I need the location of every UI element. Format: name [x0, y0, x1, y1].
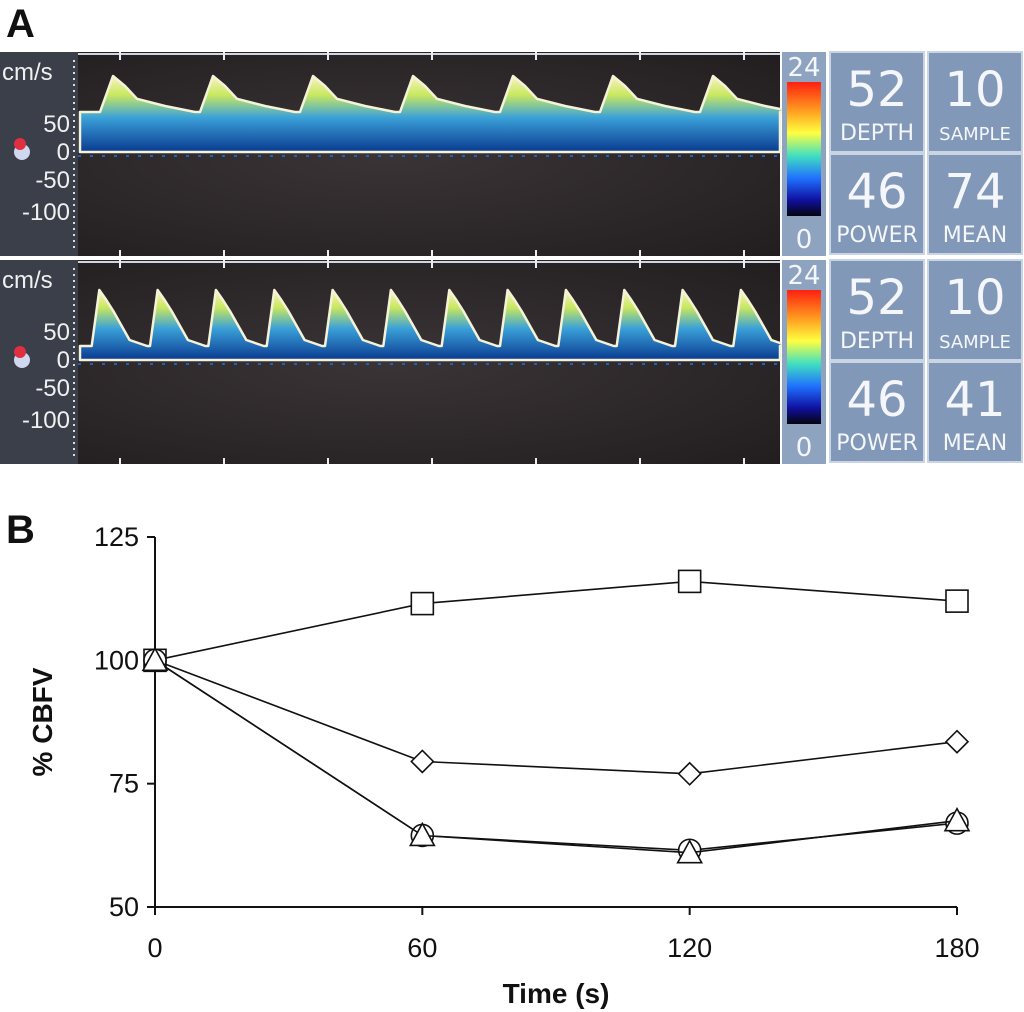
x-tick-label: 180 — [934, 933, 979, 963]
triangle-marker — [676, 839, 704, 864]
colorbar — [787, 82, 821, 216]
velocity-unit-label: cm/s — [2, 267, 53, 294]
colorbar-min-label: 0 — [796, 225, 813, 255]
readout-box-power — [829, 361, 925, 463]
colorbar-max-label: 24 — [787, 261, 820, 291]
square-marker — [410, 591, 435, 616]
series-diamond — [142, 648, 970, 786]
readout-label: SAMPLE — [939, 332, 1011, 353]
series-line-diamond — [154, 659, 958, 775]
readout-value: 10 — [944, 62, 1005, 118]
velocity-scale-label: -50 — [35, 375, 70, 402]
velocity-scale-label: 50 — [43, 111, 70, 138]
series-triangle — [141, 646, 971, 864]
series-line-circle — [154, 659, 958, 852]
colorbar — [787, 290, 821, 424]
readout-value: 52 — [846, 270, 907, 326]
probe-indicator-icon — [14, 138, 26, 150]
colorbar-min-label: 0 — [796, 433, 813, 463]
y-tick-label: 50 — [109, 892, 139, 922]
readout-value: 52 — [846, 62, 907, 118]
series-line-triangle — [154, 659, 958, 854]
x-tick-label: 0 — [147, 933, 162, 963]
y-tick-label: 125 — [94, 522, 139, 552]
velocity-scale-label: 0 — [57, 347, 70, 374]
velocity-scale-label: -100 — [22, 199, 70, 226]
square-marker — [677, 569, 702, 594]
readout-value: 74 — [944, 164, 1005, 220]
readout-box-mean — [927, 361, 1023, 463]
x-tick-label: 60 — [407, 933, 437, 963]
doppler-spectrum — [78, 74, 797, 154]
readout-box-power — [829, 153, 925, 255]
readout-label: DEPTH — [840, 329, 914, 354]
colorbar-max-label: 24 — [787, 53, 820, 83]
probe-indicator-icon — [14, 346, 26, 358]
readout-label: POWER — [836, 223, 918, 248]
square-marker — [945, 589, 969, 613]
doppler-trace-bottom: cm/s500-50-10024052DEPTH10SAMPLE46POWER4… — [0, 259, 1023, 464]
readout-label: POWER — [836, 431, 918, 456]
y-tick-label: 100 — [94, 645, 139, 675]
x-tick-label: 120 — [667, 933, 712, 963]
diamond-marker — [944, 729, 970, 754]
cbfv-line-chart: 50 75 100 125 0 60 120 180 % CBFV Time (s) — [27, 522, 980, 1009]
diamond-marker — [410, 749, 435, 774]
triangle-marker — [943, 806, 971, 832]
readout-value: 46 — [846, 164, 907, 220]
chart-series — [141, 569, 971, 864]
readout-box-depth — [829, 259, 925, 361]
readout-box-depth — [829, 51, 925, 153]
velocity-scale-label: 50 — [43, 319, 70, 346]
readout-label: DEPTH — [840, 121, 914, 146]
readout-box-sample — [927, 259, 1023, 361]
velocity-unit-label: cm/s — [2, 59, 53, 86]
chart-axes: 50 75 100 125 0 60 120 180 — [94, 522, 980, 963]
velocity-scale-label: -50 — [35, 167, 70, 194]
triangle-marker — [408, 821, 436, 847]
velocity-scale-label: -100 — [22, 407, 70, 434]
readout-value: 46 — [846, 372, 907, 428]
readout-value: 10 — [944, 270, 1005, 326]
doppler-spectrum — [78, 288, 791, 362]
series-line-square — [154, 580, 958, 662]
readout-value: 41 — [944, 372, 1005, 428]
triangle-marker — [141, 646, 169, 672]
scale-strip — [0, 52, 78, 256]
readout-box-mean — [927, 153, 1023, 255]
scale-strip — [0, 260, 78, 464]
readout-label: MEAN — [943, 223, 1007, 248]
readout-box-sample — [927, 51, 1023, 153]
diamond-marker — [677, 761, 702, 786]
readout-label: SAMPLE — [939, 124, 1011, 145]
doppler-screens: cm/s500-50-10024052DEPTH10SAMPLE46POWER7… — [0, 51, 1023, 464]
x-axis-title: Time (s) — [503, 978, 610, 1009]
panel-b-letter: B — [6, 508, 35, 552]
y-tick-label: 75 — [109, 769, 139, 799]
readout-label: MEAN — [943, 431, 1007, 456]
panel-a-letter: A — [6, 2, 35, 46]
series-square — [143, 569, 969, 673]
velocity-scale-label: 0 — [57, 139, 70, 166]
y-axis-title: % CBFV — [27, 667, 58, 776]
screen-background — [0, 52, 780, 256]
doppler-trace-top: cm/s500-50-10024052DEPTH10SAMPLE46POWER7… — [0, 51, 1023, 256]
